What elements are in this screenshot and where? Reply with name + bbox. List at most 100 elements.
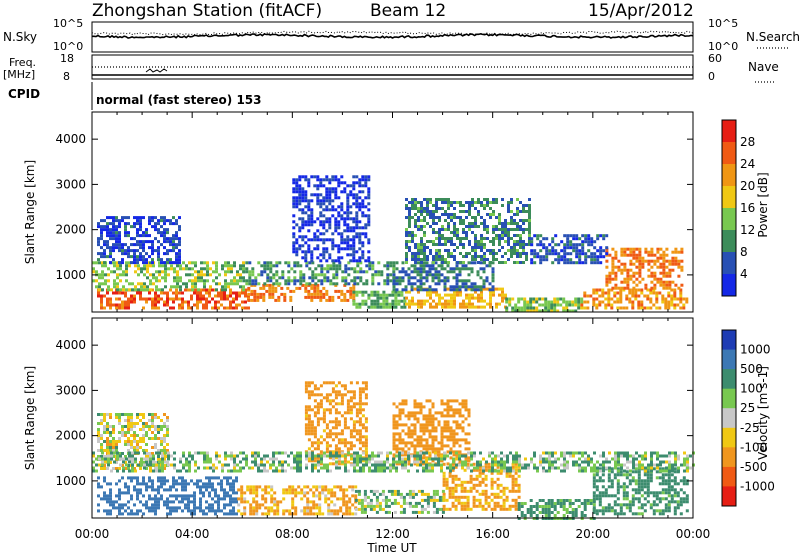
- heatmap-cell: [374, 273, 378, 277]
- heatmap-cell: [611, 286, 615, 290]
- heatmap-cell: [364, 302, 368, 306]
- heatmap-cell: [307, 217, 311, 221]
- heatmap-cell: [163, 291, 166, 295]
- heatmap-cell: [325, 220, 329, 224]
- heatmap-cell: [343, 417, 347, 421]
- heatmap-cell: [172, 246, 175, 250]
- heatmap-cell: [215, 276, 218, 280]
- heatmap-cell: [467, 285, 471, 289]
- heatmap-cell: [501, 198, 504, 201]
- heatmap-cell: [443, 282, 447, 286]
- heatmap-cell: [292, 187, 296, 191]
- heatmap-cell: [369, 507, 373, 511]
- heatmap-cell: [316, 184, 320, 188]
- heatmap-cell: [650, 247, 654, 251]
- heatmap-cell: [394, 305, 398, 309]
- heatmap-cell: [319, 259, 323, 263]
- heatmap-cell: [361, 387, 365, 391]
- heatmap-cell: [337, 256, 341, 260]
- heatmap-cell: [301, 187, 305, 191]
- heatmap-cell: [335, 282, 339, 286]
- heatmap-cell: [202, 306, 205, 310]
- heatmap-cell: [202, 512, 205, 516]
- heatmap-cell: [659, 247, 663, 251]
- heatmap-cell: [163, 440, 166, 443]
- heatmap-cell: [511, 297, 515, 301]
- heatmap-cell: [319, 181, 323, 185]
- heatmap-cell: [112, 216, 115, 220]
- heatmap-cell: [478, 480, 482, 484]
- heatmap-cell: [523, 300, 527, 304]
- heatmap-cell: [446, 270, 450, 274]
- heatmap-cell: [240, 485, 244, 489]
- heatmap-cell: [590, 252, 594, 256]
- heatmap-cell: [266, 276, 270, 280]
- heatmap-cell: [495, 302, 498, 306]
- heatmap-cell: [468, 213, 471, 216]
- heatmap-cell: [371, 282, 375, 286]
- heatmap-cell: [670, 494, 674, 498]
- heatmap-cell: [516, 228, 519, 231]
- heatmap-cell: [526, 303, 530, 307]
- heatmap-cell: [98, 261, 101, 265]
- heatmap-cell: [484, 498, 488, 502]
- heatmap-cell: [391, 293, 395, 297]
- heatmap-cell: [489, 296, 492, 300]
- heatmap-cell: [643, 306, 647, 310]
- heatmap-cell: [560, 240, 564, 244]
- heatmap-cell: [367, 178, 371, 182]
- heatmap-cell: [346, 441, 350, 445]
- heatmap-cell: [438, 198, 441, 201]
- heatmap-cell: [148, 216, 151, 220]
- heatmap-cell: [562, 505, 566, 508]
- heatmap-cell: [670, 297, 674, 301]
- heatmap-cell: [340, 289, 344, 293]
- heatmap-cell: [667, 482, 671, 486]
- heatmap-cell: [199, 300, 202, 304]
- heatmap-cell: [460, 489, 464, 493]
- heatmap-cell: [151, 288, 154, 292]
- heatmap-cell: [551, 252, 555, 256]
- heatmap-cell: [127, 252, 130, 256]
- heatmap-cell: [335, 264, 339, 268]
- heatmap-cell: [468, 210, 471, 213]
- heatmap-cell: [160, 476, 163, 480]
- heatmap-cell: [142, 512, 145, 516]
- heatmap-cell: [580, 303, 584, 307]
- heatmap-cell: [456, 237, 459, 240]
- heatmap-cell: [255, 491, 259, 495]
- heatmap-cell: [490, 498, 494, 502]
- heatmap-cell: [205, 291, 208, 295]
- heatmap-cell: [184, 503, 187, 507]
- heatmap-cell: [466, 501, 470, 505]
- heatmap-cell: [523, 303, 527, 307]
- heatmap-cell: [420, 207, 423, 210]
- heatmap-cell: [337, 181, 341, 185]
- heatmap-cell: [529, 306, 533, 310]
- heatmap-cell: [668, 274, 672, 278]
- heatmap-cell: [382, 290, 386, 294]
- heatmap-cell: [375, 501, 379, 505]
- heatmap-cell: [363, 498, 367, 502]
- heatmap-cell: [304, 235, 308, 239]
- heatmap-cell: [599, 252, 603, 256]
- heatmap-cell: [170, 264, 173, 268]
- heatmap-cell: [508, 474, 512, 478]
- heatmap-cell: [262, 283, 266, 287]
- heatmap-cell: [429, 216, 432, 219]
- heatmap-cell: [425, 270, 429, 274]
- heatmap-cell: [326, 264, 330, 268]
- heatmap-cell: [646, 473, 650, 477]
- heatmap-cell: [242, 285, 245, 289]
- heatmap-cell: [539, 255, 543, 259]
- heatmap-cell: [307, 220, 311, 224]
- heatmap-cell: [626, 247, 630, 251]
- heatmap-cell: [343, 298, 347, 302]
- heatmap-cell: [334, 396, 338, 400]
- heatmap-cell: [637, 479, 641, 483]
- heatmap-cell: [328, 199, 332, 203]
- heatmap-cell: [417, 228, 420, 231]
- heatmap-cell: [116, 273, 119, 277]
- heatmap-cell: [637, 303, 641, 307]
- heatmap-cell: [444, 302, 447, 306]
